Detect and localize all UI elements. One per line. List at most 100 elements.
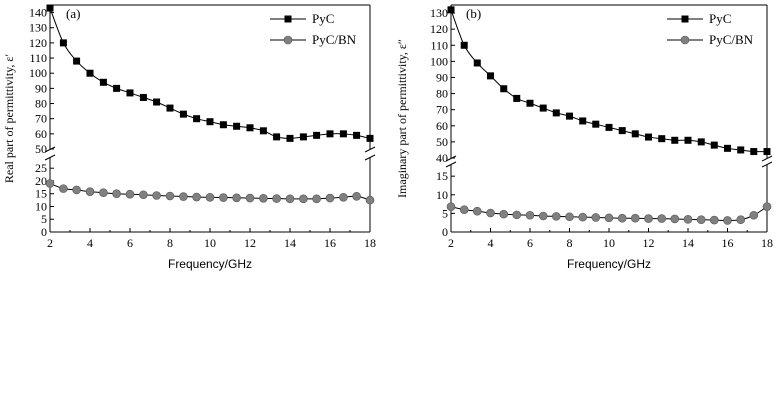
chart1-series-1-point bbox=[193, 115, 201, 123]
chart2-y-tick-label: 70 bbox=[436, 103, 448, 117]
chart2-series-2-point bbox=[670, 214, 680, 224]
chart2-y-tick-label: 15 bbox=[436, 169, 448, 183]
chart1-series-1-point bbox=[153, 98, 161, 106]
chart2-series-1-point bbox=[645, 133, 652, 141]
chart1-series-2-point bbox=[272, 194, 281, 203]
chart1-series-2-point bbox=[312, 194, 321, 204]
chart2-x-tick-label: 6 bbox=[527, 236, 533, 250]
chart2-x-tick-label: 14 bbox=[682, 236, 694, 250]
chart1-series-2-point bbox=[72, 185, 81, 195]
chart1-series-2-point bbox=[339, 192, 348, 202]
chart2-y-tick-label: 10 bbox=[436, 188, 448, 202]
chart2-series-2-point bbox=[762, 202, 772, 211]
chart1-y-tick-label: 130 bbox=[29, 21, 47, 35]
chart1-series-2-point bbox=[245, 193, 255, 203]
chart1-series-1-legend-marker bbox=[284, 15, 292, 23]
chart2-series-2-point bbox=[736, 215, 746, 225]
chart2-series-1-point bbox=[658, 135, 666, 143]
chart2-series-1-point bbox=[552, 109, 560, 117]
chart2-series-2-point bbox=[644, 214, 653, 223]
chart1-series-1-legend-label: PyC bbox=[312, 11, 334, 26]
chart1-series-1-point bbox=[59, 39, 67, 47]
chart2-x-tick-label: 8 bbox=[567, 236, 573, 250]
chart1-y-tick-label: 0 bbox=[41, 225, 47, 239]
chart1-axis-break-left-2 bbox=[44, 154, 56, 161]
chart1-axis-break-right-2 bbox=[364, 154, 376, 161]
chart1-series-2-point bbox=[285, 194, 295, 204]
chart1-x-tick-label: 8 bbox=[167, 236, 173, 250]
chart2-series-2-point bbox=[630, 213, 640, 223]
chart2-series-1-point bbox=[473, 59, 481, 67]
chart2-series-2-point bbox=[657, 214, 667, 223]
chart1-series-1-point bbox=[339, 130, 347, 138]
chart1-series-2-point bbox=[125, 189, 135, 199]
chart1-x-tick-label: 10 bbox=[204, 236, 216, 250]
chart2-y-tick-label: 90 bbox=[436, 70, 448, 84]
chart2-x-tick-label: 18 bbox=[761, 236, 773, 250]
chart2-y-tick-label: 130 bbox=[430, 6, 448, 20]
chart2-series-1-point bbox=[460, 41, 468, 49]
chart2-series-1-point bbox=[710, 141, 718, 149]
chart2-series-1-point bbox=[500, 85, 508, 93]
chart1-series-2-point bbox=[299, 194, 308, 204]
chart2-x-axis-title: Frequency/GHz bbox=[567, 257, 651, 271]
chart2-series-2-point bbox=[472, 206, 482, 216]
chart1-series-1-point bbox=[273, 133, 281, 141]
chart2-series-2-point bbox=[512, 210, 522, 220]
chart1-y-tick-label: 90 bbox=[35, 81, 47, 95]
chart1-series-1-point bbox=[286, 134, 294, 142]
chart2-series-2-point bbox=[459, 205, 469, 214]
chart2-y-tick-label: 110 bbox=[430, 38, 448, 52]
chart2-series-2-point bbox=[749, 210, 759, 220]
chart1-series-2-point bbox=[259, 194, 268, 203]
chart1-series-2-point bbox=[192, 192, 201, 202]
chart2-series-2-legend-label: PyC/BN bbox=[709, 32, 754, 47]
chart1-x-tick-label: 14 bbox=[284, 236, 296, 250]
chart2-series-2-point bbox=[486, 208, 495, 218]
chart1-series-1-point bbox=[73, 57, 81, 65]
chart2-y-tick-label: 80 bbox=[436, 87, 448, 101]
chart1-series-2-legend-label: PyC/BN bbox=[312, 32, 357, 47]
chart1-series-1-point bbox=[139, 93, 147, 101]
chart2-series-1-point bbox=[566, 112, 573, 120]
chart1-series-2-legend-marker bbox=[283, 35, 293, 45]
chart2-series-1-point bbox=[579, 117, 587, 125]
chart1-series-1-point bbox=[299, 133, 307, 141]
chart1-series-1-point bbox=[86, 69, 94, 77]
chart2-y-tick-label: 40 bbox=[436, 151, 448, 165]
chart2-series-1-point bbox=[750, 148, 758, 156]
chart2-series-1-point bbox=[671, 136, 679, 144]
chart2-y-tick-label: 0 bbox=[442, 225, 448, 239]
chart1-series-1-point bbox=[179, 110, 187, 118]
chart1-series-1-point bbox=[366, 134, 374, 142]
chart1-series-2-point bbox=[152, 191, 161, 200]
chart1-x-tick-label: 18 bbox=[364, 236, 376, 250]
chart1-y-tick-label: 50 bbox=[35, 142, 47, 156]
chart1-y-tick-label: 70 bbox=[35, 112, 47, 126]
chart2-axis-break-right-1 bbox=[761, 155, 773, 162]
panel-b: 2 4 6 8 10 12 14 16 18 40 50 60 70 80 90 100 110 120 130 0 5… bbox=[395, 4, 773, 271]
chart1-panel-label: (a) bbox=[66, 6, 80, 21]
chart2-series-2-point bbox=[525, 210, 535, 220]
chart2-series-2-point bbox=[709, 215, 719, 225]
chart1-series-1-point bbox=[219, 121, 227, 129]
chart1-x-tick-label: 6 bbox=[127, 236, 133, 250]
chart1-series-1-point bbox=[99, 78, 107, 86]
chart1-y-tick-label: 80 bbox=[35, 97, 47, 111]
chart1-series-2-point bbox=[352, 191, 361, 201]
chart2-series-1-point bbox=[487, 72, 494, 80]
chart1-series-1-point bbox=[353, 131, 361, 139]
chart2-series-2-point bbox=[578, 212, 588, 222]
chart1-series-2-point bbox=[365, 195, 375, 205]
chart1-y-tick-label: 10 bbox=[35, 199, 47, 213]
chart2-series-1-point bbox=[697, 138, 705, 146]
chart1-series-2-point bbox=[205, 192, 215, 202]
chart1-series-2-point bbox=[325, 193, 335, 203]
chart2-x-tick-label: 4 bbox=[488, 236, 494, 250]
chart2-axis-break-right-2 bbox=[761, 161, 773, 168]
chart2-series-1-point bbox=[684, 136, 692, 144]
chart1-series-1-point bbox=[246, 124, 254, 132]
chart2-series-2-legend-marker bbox=[680, 35, 690, 45]
chart2-series-2-point bbox=[591, 213, 601, 222]
chart2-series-1-point bbox=[526, 99, 534, 107]
